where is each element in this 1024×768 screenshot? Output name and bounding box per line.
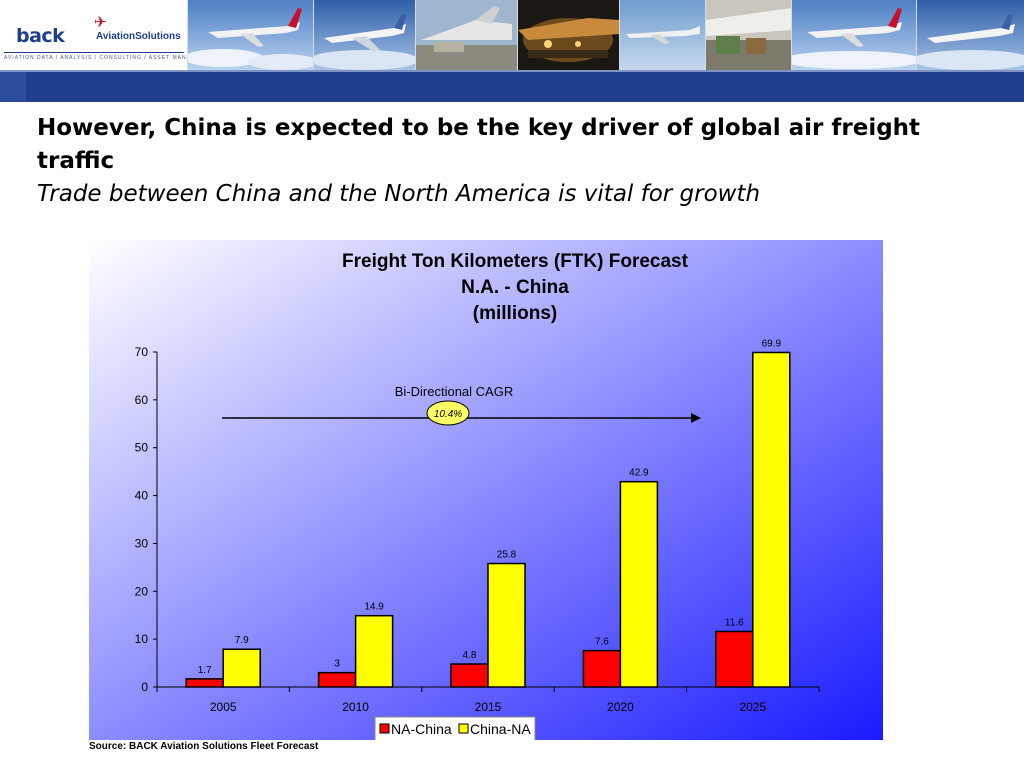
legend-label-na-china: NA-China (391, 721, 452, 737)
cagr-value: 10.4% (434, 409, 462, 420)
bar-china-na-2015 (487, 562, 526, 688)
bar-na-china-2005 (185, 678, 224, 688)
y-tick-label: 40 (135, 489, 149, 503)
bar-na-china-2025 (715, 630, 754, 688)
x-tick-label: 2005 (210, 700, 237, 714)
bar-china-na-2025 (752, 351, 791, 688)
header-banner: back ✈ AviationSolutions AVIATION DATA /… (0, 0, 1024, 70)
plot-area: 0 10 20 30 40 50 60 70 2005 1.7 7.9 2010 3 14.9 2015 4.… (135, 338, 820, 714)
airliner-photo (187, 0, 314, 70)
chart-title-line-2: N.A. - China (461, 277, 569, 298)
data-label: 4.8 (463, 650, 477, 661)
y-tick-label: 60 (135, 393, 149, 407)
airliner-photo (619, 0, 706, 70)
y-tick-label: 20 (135, 584, 149, 598)
data-label: 14.9 (364, 602, 384, 613)
company-logo: back ✈ AviationSolutions AVIATION DATA /… (0, 0, 217, 70)
slide-subtitle: Trade between China and the North Americ… (37, 181, 761, 207)
data-label: 11.6 (725, 617, 744, 628)
source-note: Source: BACK Aviation Solutions Fleet Fo… (89, 741, 319, 752)
y-tick-label: 0 (141, 680, 148, 694)
data-label: 3 (334, 659, 340, 670)
data-label: 25.8 (497, 550, 517, 561)
legend-label-china-na: China-NA (470, 721, 531, 737)
cargo-loading-photo (517, 0, 620, 70)
header-notch (0, 72, 26, 102)
chart-title-line-3: (millions) (473, 303, 557, 324)
air-cargo-photo (415, 0, 518, 70)
x-tick-label: 2015 (475, 700, 502, 714)
bar-china-na-2010 (354, 614, 394, 688)
bar-china-na-2020 (619, 480, 659, 688)
y-tick-label: 50 (135, 441, 149, 455)
legend-swatch-na-china (379, 723, 390, 734)
header-bar (0, 70, 1024, 102)
airliner-photo (916, 0, 1024, 70)
chart-legend: NA-China China-NA (374, 716, 536, 742)
x-tick-label: 2020 (607, 700, 634, 714)
bar-na-china-2010 (317, 671, 357, 688)
x-tick-label: 2025 (739, 700, 766, 714)
airliner-photo (791, 0, 917, 70)
y-tick-label: 30 (135, 536, 149, 550)
airliner-photo (313, 0, 416, 70)
data-label: 1.7 (198, 665, 212, 676)
plane-icon: ✈ (94, 14, 107, 31)
x-tick-label: 2010 (342, 700, 369, 714)
chart-svg: Freight Ton Kilometers (FTK) Forecast N.… (89, 240, 883, 742)
data-label: 7.9 (235, 635, 249, 646)
y-tick-label: 70 (135, 345, 149, 359)
y-tick-label: 10 (135, 632, 149, 646)
chart-title-line-1: Freight Ton Kilometers (FTK) Forecast (342, 251, 689, 272)
slide-title: However, China is expected to be the key… (37, 115, 921, 174)
bar-na-china-2015 (450, 663, 489, 688)
logo-tagline: AVIATION DATA / ANALYSIS / CONSULTING / … (4, 55, 219, 61)
bar-na-china-2020 (582, 649, 622, 688)
ftk-forecast-chart: Freight Ton Kilometers (FTK) Forecast N.… (89, 240, 883, 742)
header-stripe (0, 70, 1024, 72)
bar-china-na-2005 (222, 648, 261, 688)
logo-divider (4, 52, 184, 53)
cagr-badge: 10.4% (426, 400, 470, 426)
logo-wordmark: back (16, 25, 65, 47)
legend-swatch-china-na (458, 723, 469, 734)
data-label: 69.9 (762, 338, 782, 349)
data-label: 7.6 (595, 637, 609, 648)
cagr-annotation-label: Bi-Directional CAGR (395, 384, 513, 399)
data-label: 42.9 (629, 468, 649, 479)
cargo-loading-photo (705, 0, 792, 70)
logo-subtitle: AviationSolutions (94, 31, 183, 42)
